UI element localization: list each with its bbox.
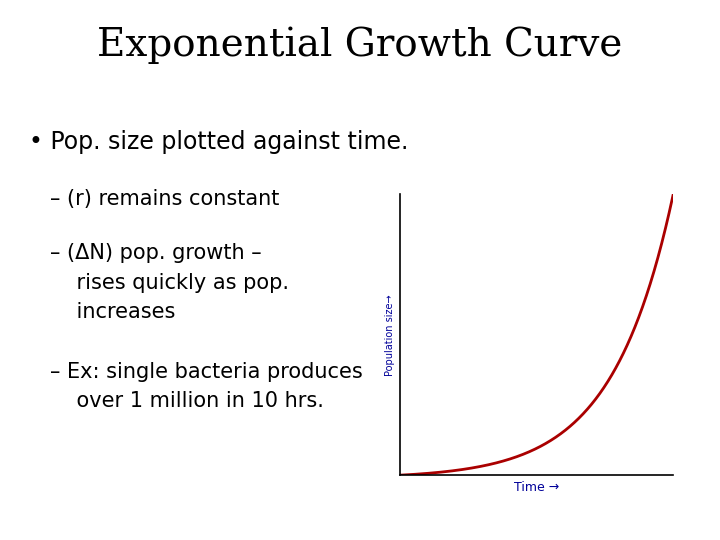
Text: – (ΔN) pop. growth –
    rises quickly as pop.
    increases: – (ΔN) pop. growth – rises quickly as po… bbox=[50, 243, 289, 322]
Text: • Pop. size plotted against time.: • Pop. size plotted against time. bbox=[29, 130, 408, 153]
Text: – Ex: single bacteria produces
    over 1 million in 10 hrs.: – Ex: single bacteria produces over 1 mi… bbox=[50, 362, 363, 411]
Y-axis label: Population size→: Population size→ bbox=[385, 294, 395, 376]
X-axis label: Time →: Time → bbox=[514, 481, 559, 494]
Text: – (r) remains constant: – (r) remains constant bbox=[50, 189, 280, 209]
Text: Exponential Growth Curve: Exponential Growth Curve bbox=[97, 27, 623, 64]
